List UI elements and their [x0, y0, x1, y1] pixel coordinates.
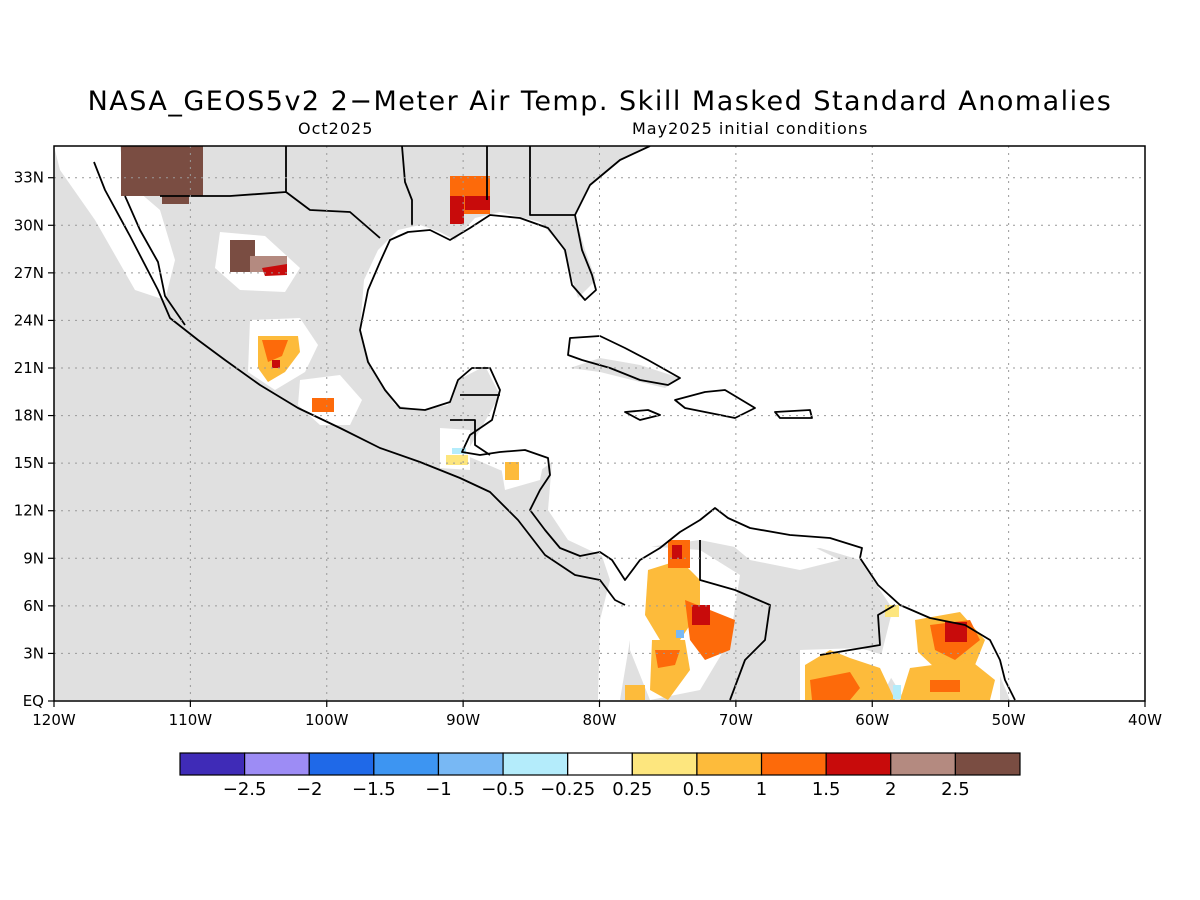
colorbar-swatch: [825, 752, 892, 776]
colorbar-swatch: [502, 752, 569, 776]
colorbar-swatch: [567, 752, 633, 776]
colorbar-swatch: [890, 752, 956, 776]
colorbar-swatch: [179, 752, 246, 776]
lat-tick-label: EQ: [23, 692, 44, 710]
map-title: NASA_GEOS5v2 2−Meter Air Temp. Skill Mas…: [87, 86, 1113, 117]
colorbar-swatch: [760, 752, 827, 776]
initial-conditions: May2025 initial conditions: [632, 119, 869, 138]
lat-tick-label: 15N: [14, 454, 44, 472]
lon-tick-label: 90W: [446, 711, 480, 729]
colorbar-swatch: [696, 752, 763, 776]
colorbar-label: 0.5: [683, 779, 712, 800]
lat-tick-label: 9N: [23, 549, 44, 567]
colorbar: [179, 752, 1021, 776]
colorbar-label: −0.25: [540, 779, 595, 800]
colorbar-swatch: [308, 752, 375, 776]
colorbar-label: 2.5: [941, 779, 970, 800]
latitude-labels: EQ 3N 6N 9N 12N 15N 18N 21N 24N 27N 30N 33N: [14, 169, 44, 710]
masked-land: [54, 146, 1010, 700]
lat-tick-label: 24N: [14, 311, 44, 329]
lat-tick-label: 12N: [14, 502, 44, 520]
lon-tick-label: 80W: [583, 711, 617, 729]
longitude-labels: 120W 110W 100W 90W 80W 70W 60W 50W 40W: [32, 711, 1162, 729]
lon-tick-label: 40W: [1128, 711, 1162, 729]
colorbar-swatch: [373, 752, 440, 776]
lat-tick-label: 27N: [14, 264, 44, 282]
graticule: [48, 146, 1146, 707]
colorbar-swatch: [954, 752, 1021, 776]
colorbar-label: −2: [296, 779, 323, 800]
map-frame: [53, 145, 1146, 702]
lon-tick-label: 120W: [32, 711, 76, 729]
lat-tick-label: 18N: [14, 407, 44, 425]
colorbar-label: 1: [756, 779, 767, 800]
forecast-month: Oct2025: [298, 119, 374, 138]
lon-tick-label: 100W: [305, 711, 349, 729]
lon-tick-label: 70W: [719, 711, 753, 729]
lat-tick-label: 30N: [14, 216, 44, 234]
colorbar-label: 0.25: [612, 779, 652, 800]
colorbar-label: −2.5: [223, 779, 267, 800]
lat-tick-label: 3N: [23, 644, 44, 662]
coastlines: [93, 146, 1016, 701]
colorbar-swatch: [631, 752, 698, 776]
lon-tick-label: 50W: [992, 711, 1026, 729]
map-plot-area: [54, 146, 1016, 701]
colorbar-label: −1.5: [352, 779, 396, 800]
lat-tick-label: 6N: [23, 597, 44, 615]
colorbar-label: 1.5: [812, 779, 841, 800]
lon-tick-label: 110W: [169, 711, 213, 729]
colorbar-swatch: [244, 752, 310, 776]
lon-tick-label: 60W: [855, 711, 889, 729]
colorbar-label: −0.5: [481, 779, 525, 800]
colorbar-label: −1: [425, 779, 452, 800]
colorbar-label: 2: [885, 779, 896, 800]
lat-tick-label: 33N: [14, 169, 44, 187]
colorbar-swatch: [437, 752, 504, 776]
colorbar-labels: −2.5 −2 −1.5 −1 −0.5 −0.25 0.25 0.5 1 1.5 2 2.5: [223, 779, 970, 800]
anomaly-patches: [121, 146, 995, 700]
lat-tick-label: 21N: [14, 359, 44, 377]
